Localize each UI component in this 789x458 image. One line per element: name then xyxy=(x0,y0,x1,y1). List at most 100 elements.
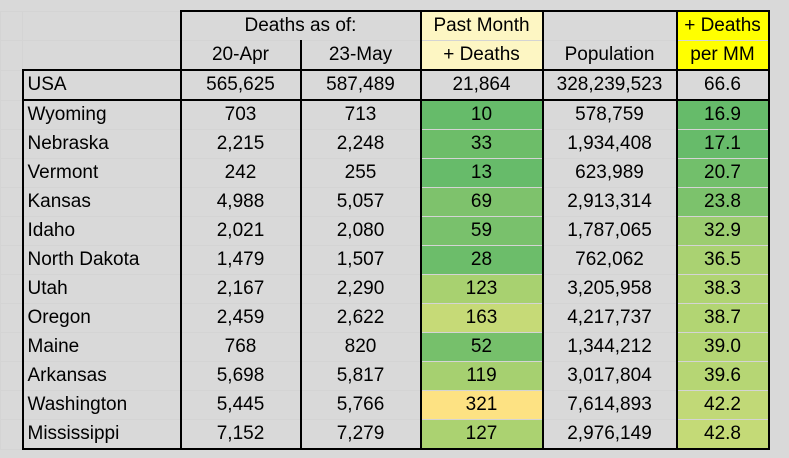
deaths-per-mm[interactable]: 17.1 xyxy=(675,129,770,159)
usa-deaths-apr[interactable]: 565,625 xyxy=(179,69,301,101)
deaths-per-mm[interactable]: 38.7 xyxy=(675,303,770,333)
usa-past-month[interactable]: 21,864 xyxy=(419,69,543,101)
past-month-deaths[interactable]: 163 xyxy=(419,303,544,333)
usa-deaths-may[interactable]: 587,489 xyxy=(299,69,421,101)
deaths-may[interactable]: 2,290 xyxy=(299,274,421,304)
past-month-deaths[interactable]: 28 xyxy=(419,245,544,275)
cell-blank[interactable] xyxy=(0,129,23,159)
deaths-apr[interactable]: 5,698 xyxy=(179,361,301,391)
deaths-apr[interactable]: 1,479 xyxy=(179,245,301,275)
deaths-may[interactable]: 2,080 xyxy=(299,216,421,246)
usa-per-mm[interactable]: 66.6 xyxy=(675,69,770,101)
deaths-may[interactable]: 820 xyxy=(299,332,421,362)
state-name[interactable]: Vermont xyxy=(21,158,181,188)
cell-blank[interactable] xyxy=(0,216,23,246)
deaths-per-mm[interactable]: 36.5 xyxy=(675,245,770,275)
deaths-per-mm[interactable]: 32.9 xyxy=(675,216,770,246)
past-month-deaths[interactable]: 69 xyxy=(419,187,544,217)
deaths-may[interactable]: 5,766 xyxy=(299,390,421,420)
deaths-per-mm[interactable]: 39.6 xyxy=(675,361,770,391)
cell-blank[interactable] xyxy=(0,69,23,101)
state-name[interactable]: Arkansas xyxy=(21,361,181,391)
past-month-deaths[interactable]: 119 xyxy=(419,361,544,391)
usa-population[interactable]: 328,239,523 xyxy=(541,69,677,101)
population[interactable]: 3,017,804 xyxy=(542,361,677,391)
deaths-may[interactable]: 255 xyxy=(299,158,421,188)
state-name[interactable]: Idaho xyxy=(21,216,181,246)
deaths-apr[interactable]: 2,021 xyxy=(179,216,301,246)
header-past-month-line2[interactable]: + Deaths xyxy=(419,40,544,71)
cell-blank[interactable] xyxy=(0,187,23,217)
past-month-deaths[interactable]: 13 xyxy=(419,158,544,188)
deaths-per-mm[interactable]: 38.3 xyxy=(675,274,770,304)
population[interactable]: 7,614,893 xyxy=(542,390,677,420)
deaths-apr[interactable]: 2,167 xyxy=(179,274,301,304)
state-name[interactable]: Maine xyxy=(21,332,181,362)
cell-blank[interactable] xyxy=(0,40,23,71)
population[interactable]: 1,344,212 xyxy=(542,332,677,362)
header-per-mm-line2[interactable]: per MM xyxy=(675,40,770,71)
population[interactable]: 2,976,149 xyxy=(542,419,677,450)
deaths-per-mm[interactable]: 39.0 xyxy=(675,332,770,362)
state-name[interactable]: Oregon xyxy=(21,303,181,333)
state-name[interactable]: Mississippi xyxy=(21,419,181,450)
population[interactable]: 1,934,408 xyxy=(542,129,677,159)
cell-blank[interactable] xyxy=(22,10,181,41)
past-month-deaths[interactable]: 10 xyxy=(419,99,544,130)
deaths-may[interactable]: 5,057 xyxy=(299,187,421,217)
header-date-2[interactable]: 23-May xyxy=(299,40,421,71)
past-month-deaths[interactable]: 59 xyxy=(419,216,544,246)
state-name[interactable]: Washington xyxy=(21,390,181,420)
deaths-apr[interactable]: 7,152 xyxy=(179,419,301,450)
cell-blank[interactable] xyxy=(0,390,23,420)
past-month-deaths[interactable]: 123 xyxy=(419,274,544,304)
population[interactable]: 1,787,065 xyxy=(542,216,677,246)
cell-blank[interactable] xyxy=(0,274,23,304)
deaths-apr[interactable]: 768 xyxy=(179,332,301,362)
deaths-apr[interactable]: 2,459 xyxy=(179,303,301,333)
deaths-apr[interactable]: 242 xyxy=(179,158,301,188)
header-per-mm-line1[interactable]: + Deaths xyxy=(675,10,770,41)
cell-blank[interactable] xyxy=(0,332,23,362)
deaths-may[interactable]: 7,279 xyxy=(299,419,421,450)
state-name[interactable]: Nebraska xyxy=(21,129,181,159)
deaths-per-mm[interactable]: 42.8 xyxy=(675,419,770,450)
header-population-top[interactable] xyxy=(542,10,677,41)
deaths-apr[interactable]: 703 xyxy=(179,99,301,130)
past-month-deaths[interactable]: 321 xyxy=(419,390,544,420)
state-name[interactable]: North Dakota xyxy=(21,245,181,275)
header-date-1[interactable]: 20-Apr xyxy=(179,40,301,71)
deaths-apr[interactable]: 2,215 xyxy=(179,129,301,159)
population[interactable]: 623,989 xyxy=(542,158,677,188)
cell-blank[interactable] xyxy=(0,245,23,275)
population[interactable]: 4,217,737 xyxy=(542,303,677,333)
state-name[interactable]: Wyoming xyxy=(21,99,181,130)
cell-blank[interactable] xyxy=(22,40,181,71)
cell-blank[interactable] xyxy=(0,419,23,450)
usa-name[interactable]: USA xyxy=(21,69,181,101)
cell-blank[interactable] xyxy=(0,303,23,333)
deaths-may[interactable]: 5,817 xyxy=(299,361,421,391)
deaths-apr[interactable]: 4,988 xyxy=(179,187,301,217)
state-name[interactable]: Utah xyxy=(21,274,181,304)
population[interactable]: 762,062 xyxy=(542,245,677,275)
state-name[interactable]: Kansas xyxy=(21,187,181,217)
header-deaths-as-of[interactable]: Deaths as of: xyxy=(179,10,421,41)
deaths-per-mm[interactable]: 16.9 xyxy=(675,99,770,130)
deaths-per-mm[interactable]: 20.7 xyxy=(675,158,770,188)
past-month-deaths[interactable]: 52 xyxy=(419,332,544,362)
deaths-may[interactable]: 2,248 xyxy=(299,129,421,159)
population[interactable]: 2,913,314 xyxy=(542,187,677,217)
deaths-per-mm[interactable]: 23.8 xyxy=(675,187,770,217)
past-month-deaths[interactable]: 33 xyxy=(419,129,544,159)
deaths-may[interactable]: 1,507 xyxy=(299,245,421,275)
population[interactable]: 578,759 xyxy=(542,99,677,130)
header-population[interactable]: Population xyxy=(542,40,677,71)
population[interactable]: 3,205,958 xyxy=(542,274,677,304)
deaths-may[interactable]: 2,622 xyxy=(299,303,421,333)
deaths-apr[interactable]: 5,445 xyxy=(179,390,301,420)
cell-blank[interactable] xyxy=(0,158,23,188)
cell-blank[interactable] xyxy=(0,361,23,391)
deaths-per-mm[interactable]: 42.2 xyxy=(675,390,770,420)
cell-blank[interactable] xyxy=(0,10,23,41)
